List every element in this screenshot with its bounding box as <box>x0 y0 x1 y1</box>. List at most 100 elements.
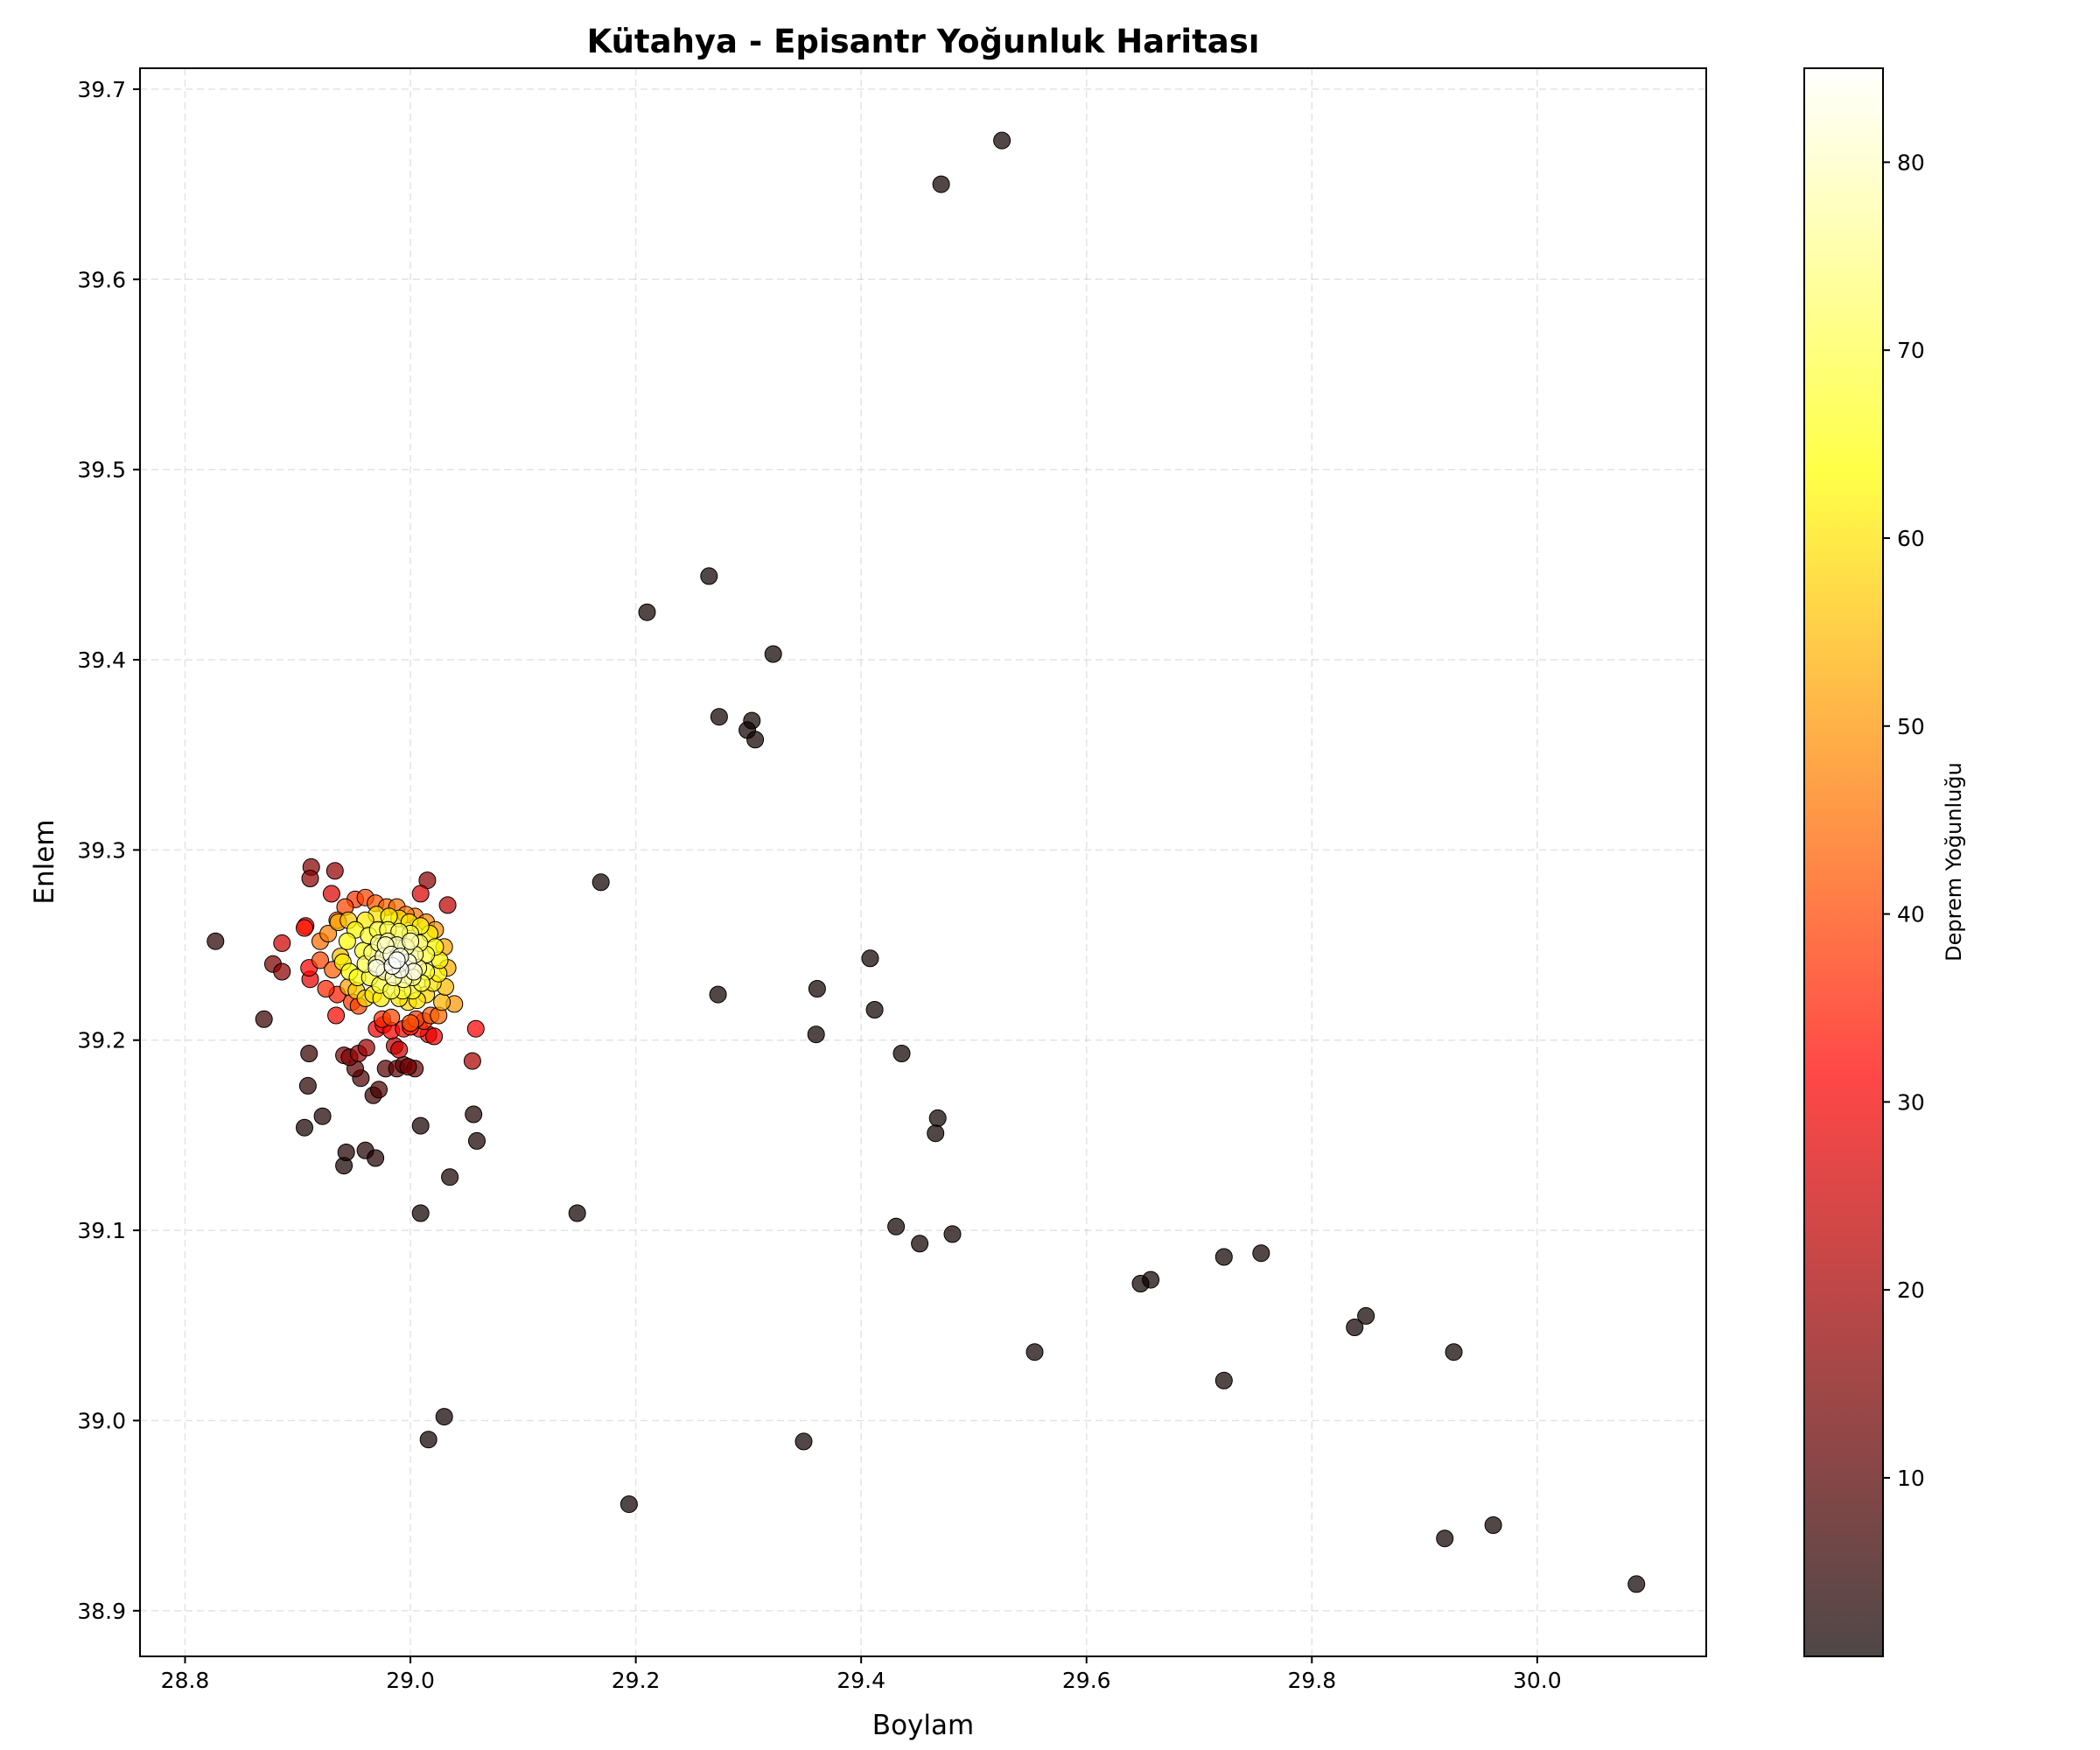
epicenter-point <box>764 645 782 663</box>
y-tick-label: 39.1 <box>77 1218 126 1243</box>
epicenter-point <box>411 885 430 903</box>
x-axis-ticks: 28.8 29.0 29.2 29.4 29.6 29.8 30.0 <box>161 1656 1562 1693</box>
epicenter-point <box>357 1039 375 1057</box>
x-tick-label: 29.0 <box>386 1668 435 1693</box>
epicenter-point <box>808 980 826 998</box>
epicenter-point <box>433 993 452 1012</box>
epicenter-point <box>1436 1530 1454 1548</box>
plot-area-frame <box>139 67 1707 1657</box>
epicenter-point <box>861 949 879 968</box>
epicenter-point <box>313 1107 332 1125</box>
colorbar-tick-label: 80 <box>1897 150 1925 175</box>
y-tick-label: 39.4 <box>77 648 126 673</box>
epicenter-point <box>1628 1575 1646 1593</box>
epicenter-point <box>943 1225 962 1243</box>
y-tick-label: 39.5 <box>77 458 126 483</box>
epicenter-point <box>301 870 319 887</box>
epicenter-point <box>206 932 225 950</box>
epicenter-point <box>326 862 344 880</box>
epicenter-point <box>746 731 765 749</box>
x-axis-label: Boylam <box>872 1710 974 1741</box>
epicenter-point <box>298 1076 317 1095</box>
epicenter-point <box>338 932 356 950</box>
epicenter-point <box>441 1168 459 1186</box>
chart-title: Kütahya - Episantr Yoğunluk Haritası <box>587 23 1260 60</box>
epicenter-point <box>296 919 313 937</box>
epicenter-point <box>1214 1248 1233 1266</box>
epicenter-point <box>419 1431 438 1449</box>
epicenter-point <box>438 896 457 914</box>
epicenter-point <box>465 1105 483 1124</box>
y-tick-label: 39.0 <box>77 1408 126 1433</box>
epicenter-point <box>638 603 656 621</box>
epicenter-point <box>928 1109 947 1127</box>
epicenter-point <box>411 1116 430 1135</box>
epicenter-point <box>1252 1244 1270 1263</box>
y-tick-label: 38.9 <box>77 1599 126 1624</box>
epicenter-point <box>592 873 610 892</box>
y-tick-label: 39.7 <box>77 77 126 102</box>
epicenter-point <box>932 175 950 193</box>
epicenter-point <box>317 980 335 998</box>
epicenter-point <box>466 1019 485 1038</box>
x-tick-label: 30.0 <box>1513 1668 1562 1693</box>
colorbar-ticks: 10 20 30 40 50 60 70 80 <box>1883 150 1925 1491</box>
colorbar-label: Deprem Yoğunluğu <box>1942 762 1966 962</box>
colorbar-tick-label: 70 <box>1897 338 1925 363</box>
epicenter-point <box>568 1204 586 1222</box>
epicenter-point <box>887 1217 906 1236</box>
x-tick-label: 29.2 <box>612 1668 661 1693</box>
epicenter-point <box>710 708 728 726</box>
epicenter-point <box>399 1058 417 1076</box>
epicenter-point <box>1484 1516 1502 1534</box>
colorbar-tick-label: 10 <box>1897 1466 1925 1491</box>
epicenter-point <box>382 1008 401 1026</box>
epicenter-point <box>390 1040 409 1059</box>
epicenter-point <box>1445 1343 1463 1362</box>
epicenter-point <box>368 959 386 977</box>
epicenter-point <box>402 1014 420 1032</box>
epicenter-point <box>435 1408 453 1426</box>
epicenter-point <box>892 1045 911 1062</box>
colorbar-tick-label: 20 <box>1897 1278 1925 1303</box>
epicenter-point <box>993 131 1012 150</box>
epicenter-point <box>411 1204 430 1222</box>
colorbar-frame <box>1803 67 1884 1657</box>
epicenter-point <box>370 1081 388 1099</box>
epicenter-point <box>1214 1371 1233 1390</box>
y-tick-label: 39.6 <box>77 267 126 292</box>
epicenter-point <box>300 1045 318 1062</box>
epicenter-point <box>319 925 338 942</box>
epicenter-point <box>337 1144 355 1161</box>
x-tick-label: 28.8 <box>161 1668 210 1693</box>
epicenter-point <box>388 951 406 970</box>
colorbar-tick-label: 30 <box>1897 1089 1925 1115</box>
epicenter-point <box>927 1124 945 1143</box>
y-tick-label: 39.2 <box>77 1028 126 1054</box>
epicenter-point <box>402 932 420 950</box>
epicenter-point <box>296 1118 313 1137</box>
epicenter-point <box>312 951 329 970</box>
epicenter-point <box>463 1052 481 1070</box>
epicenter-point <box>1357 1306 1376 1325</box>
y-axis-ticks: 38.9 39.0 39.1 39.2 39.3 39.4 39.5 39.6 39.7 <box>77 77 140 1624</box>
epicenter-point <box>273 962 291 981</box>
epicenter-point <box>794 1432 813 1451</box>
epicenter-point <box>807 1026 825 1044</box>
epicenter-point <box>1026 1343 1044 1362</box>
epicenter-point <box>425 1027 444 1046</box>
colorbar-tick-label: 40 <box>1897 902 1925 928</box>
epicenter-point <box>709 985 727 1004</box>
epicenter-point <box>1346 1319 1364 1336</box>
epicenter-point <box>700 567 718 585</box>
x-tick-label: 29.4 <box>836 1668 886 1693</box>
epicenter-point <box>911 1235 929 1253</box>
x-tick-label: 29.8 <box>1287 1668 1336 1693</box>
epicenter-point <box>255 1010 273 1028</box>
colorbar <box>1804 68 1883 1656</box>
epicenter-point <box>273 934 291 952</box>
epicenter-point <box>468 1131 486 1150</box>
x-tick-label: 29.6 <box>1062 1668 1111 1693</box>
epicenter-point <box>367 1149 385 1167</box>
